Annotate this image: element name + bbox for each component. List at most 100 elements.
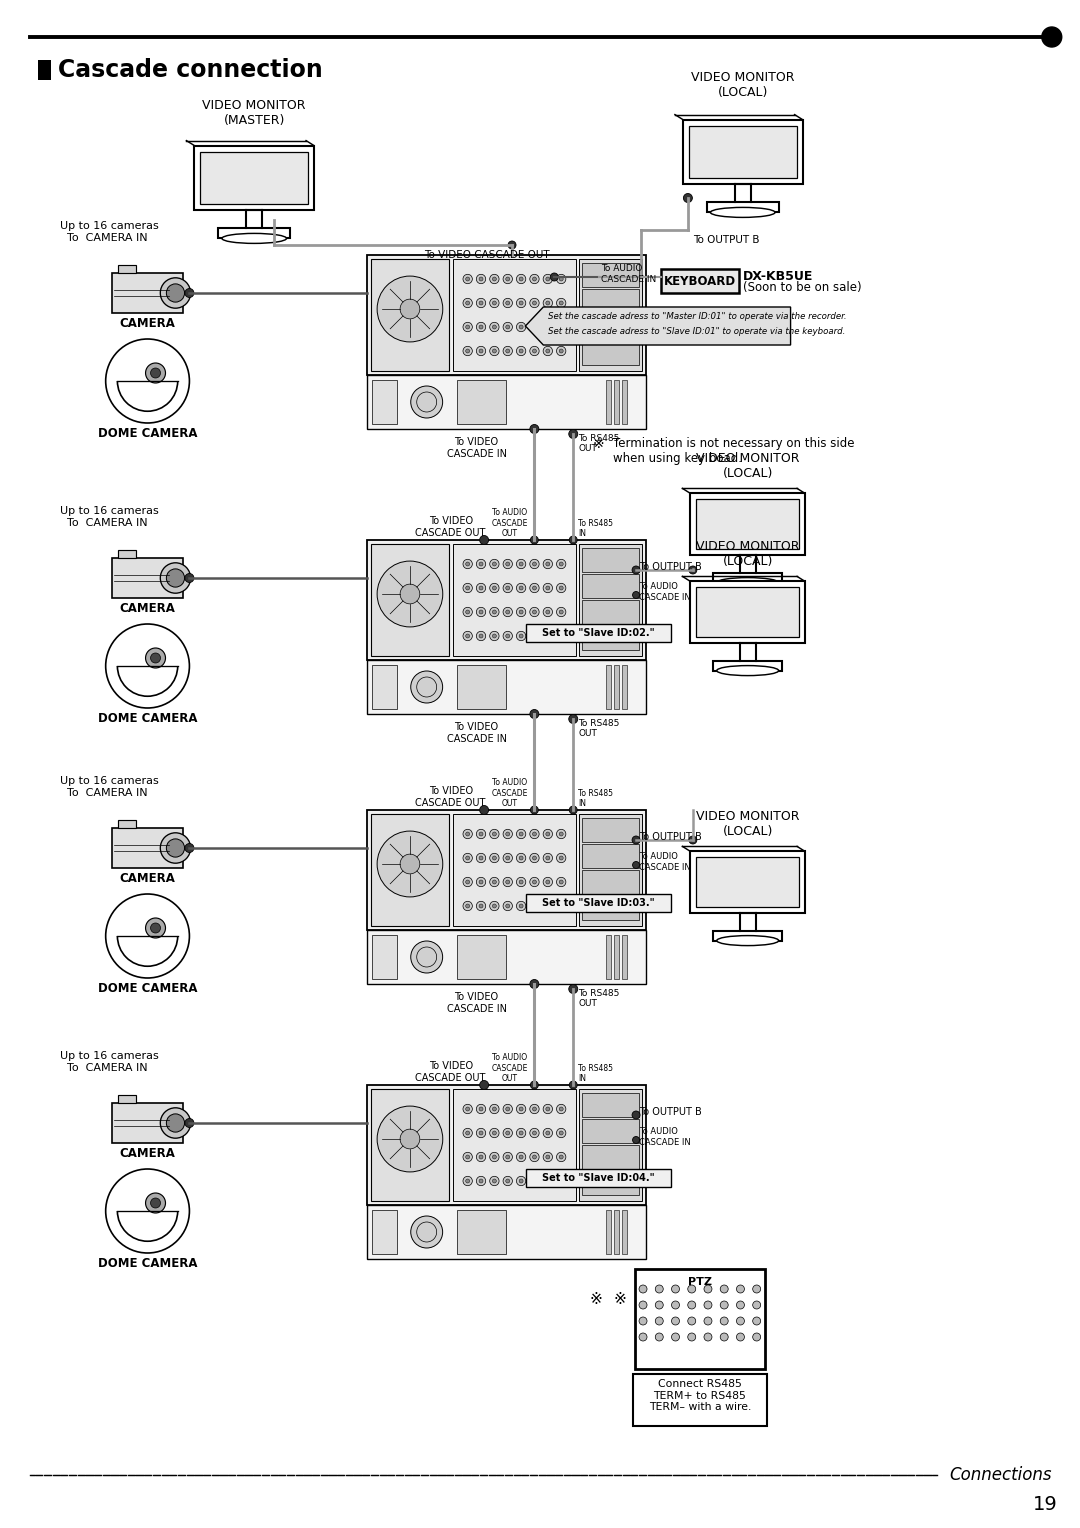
Circle shape [505,831,510,836]
Circle shape [632,1111,640,1118]
Bar [579,544,642,656]
Circle shape [489,298,499,307]
Text: To OUTPUT B: To OUTPUT B [639,1106,702,1117]
Bar [582,1170,639,1195]
Ellipse shape [717,935,779,946]
Circle shape [480,805,488,814]
Bar [615,1210,619,1254]
Circle shape [476,559,486,568]
Circle shape [530,1105,539,1114]
Bar [118,550,136,558]
Bar [582,1093,639,1117]
Circle shape [492,1106,497,1111]
Text: To AUDIO
CASCADE
OUT: To AUDIO CASCADE OUT [491,509,528,538]
Text: ※: ※ [590,1291,603,1306]
Text: DOME CAMERA: DOME CAMERA [98,426,198,440]
Circle shape [465,856,470,860]
Circle shape [492,880,497,885]
Text: Termination is not necessary on this side
when using key boad.: Termination is not necessary on this sid… [613,437,854,465]
Circle shape [639,1317,647,1325]
Circle shape [465,587,470,590]
Circle shape [476,607,486,617]
Text: To VIDEO
CASCADE OUT: To VIDEO CASCADE OUT [416,1062,486,1083]
Circle shape [489,322,499,332]
Circle shape [556,322,566,332]
Circle shape [530,1152,539,1161]
Circle shape [476,631,486,640]
Circle shape [559,325,563,329]
Circle shape [503,347,512,356]
Circle shape [516,1177,526,1186]
Circle shape [503,1105,512,1114]
Polygon shape [525,307,791,345]
Circle shape [465,880,470,885]
Circle shape [463,853,472,863]
Circle shape [505,905,510,908]
Text: ※: ※ [592,437,604,451]
Circle shape [480,1155,483,1160]
Circle shape [106,623,189,707]
Bar [582,315,639,339]
Text: CAMERA: CAMERA [120,316,175,330]
Circle shape [160,562,190,593]
Circle shape [633,591,639,599]
Circle shape [489,902,499,911]
Circle shape [503,275,512,284]
Bar [372,665,396,709]
Circle shape [737,1317,744,1325]
Circle shape [543,275,553,284]
Circle shape [106,894,189,978]
Text: To AUDIO
CASCADE
OUT: To AUDIO CASCADE OUT [491,1053,528,1083]
Circle shape [463,902,472,911]
Bar [579,260,642,371]
Circle shape [569,536,577,544]
Circle shape [519,856,523,860]
Bar [697,500,799,549]
Circle shape [530,275,539,284]
Circle shape [530,1177,539,1186]
Text: To VIDEO
CASCADE OUT: To VIDEO CASCADE OUT [416,787,486,808]
Bar [370,544,449,656]
Circle shape [463,275,472,284]
Circle shape [492,325,497,329]
Circle shape [545,1106,550,1111]
Circle shape [532,1106,537,1111]
Circle shape [505,348,510,353]
Circle shape [492,562,497,565]
Circle shape [543,347,553,356]
Bar [689,125,797,179]
Circle shape [489,830,499,839]
Circle shape [672,1317,679,1325]
Circle shape [150,652,161,663]
Circle shape [503,631,512,640]
Text: 19: 19 [1032,1496,1057,1514]
Circle shape [489,275,499,284]
Bar [453,1089,576,1201]
Text: To OUTPUT B: To OUTPUT B [639,833,702,842]
Circle shape [516,1152,526,1161]
Circle shape [516,830,526,839]
Circle shape [480,1180,483,1183]
Circle shape [543,559,553,568]
Text: To VIDEO CASCADE OUT: To VIDEO CASCADE OUT [424,251,550,260]
Text: To VIDEO
CASCADE OUT: To VIDEO CASCADE OUT [416,516,486,538]
Text: To AUDIO
CASCADE
OUT: To AUDIO CASCADE OUT [491,778,528,808]
Bar [579,1089,642,1201]
Circle shape [480,905,483,908]
Circle shape [185,573,194,582]
Bar [367,539,646,660]
Text: To VIDEO
CASCADE IN: To VIDEO CASCADE IN [446,437,507,458]
Circle shape [737,1300,744,1309]
Circle shape [689,565,697,575]
Circle shape [463,322,472,332]
Circle shape [400,299,420,319]
Circle shape [556,559,566,568]
Circle shape [492,905,497,908]
Circle shape [632,836,640,843]
Circle shape [476,1152,486,1161]
Circle shape [556,607,566,617]
Circle shape [551,274,558,281]
Circle shape [639,1300,647,1309]
Circle shape [465,905,470,908]
Bar [622,1210,627,1254]
